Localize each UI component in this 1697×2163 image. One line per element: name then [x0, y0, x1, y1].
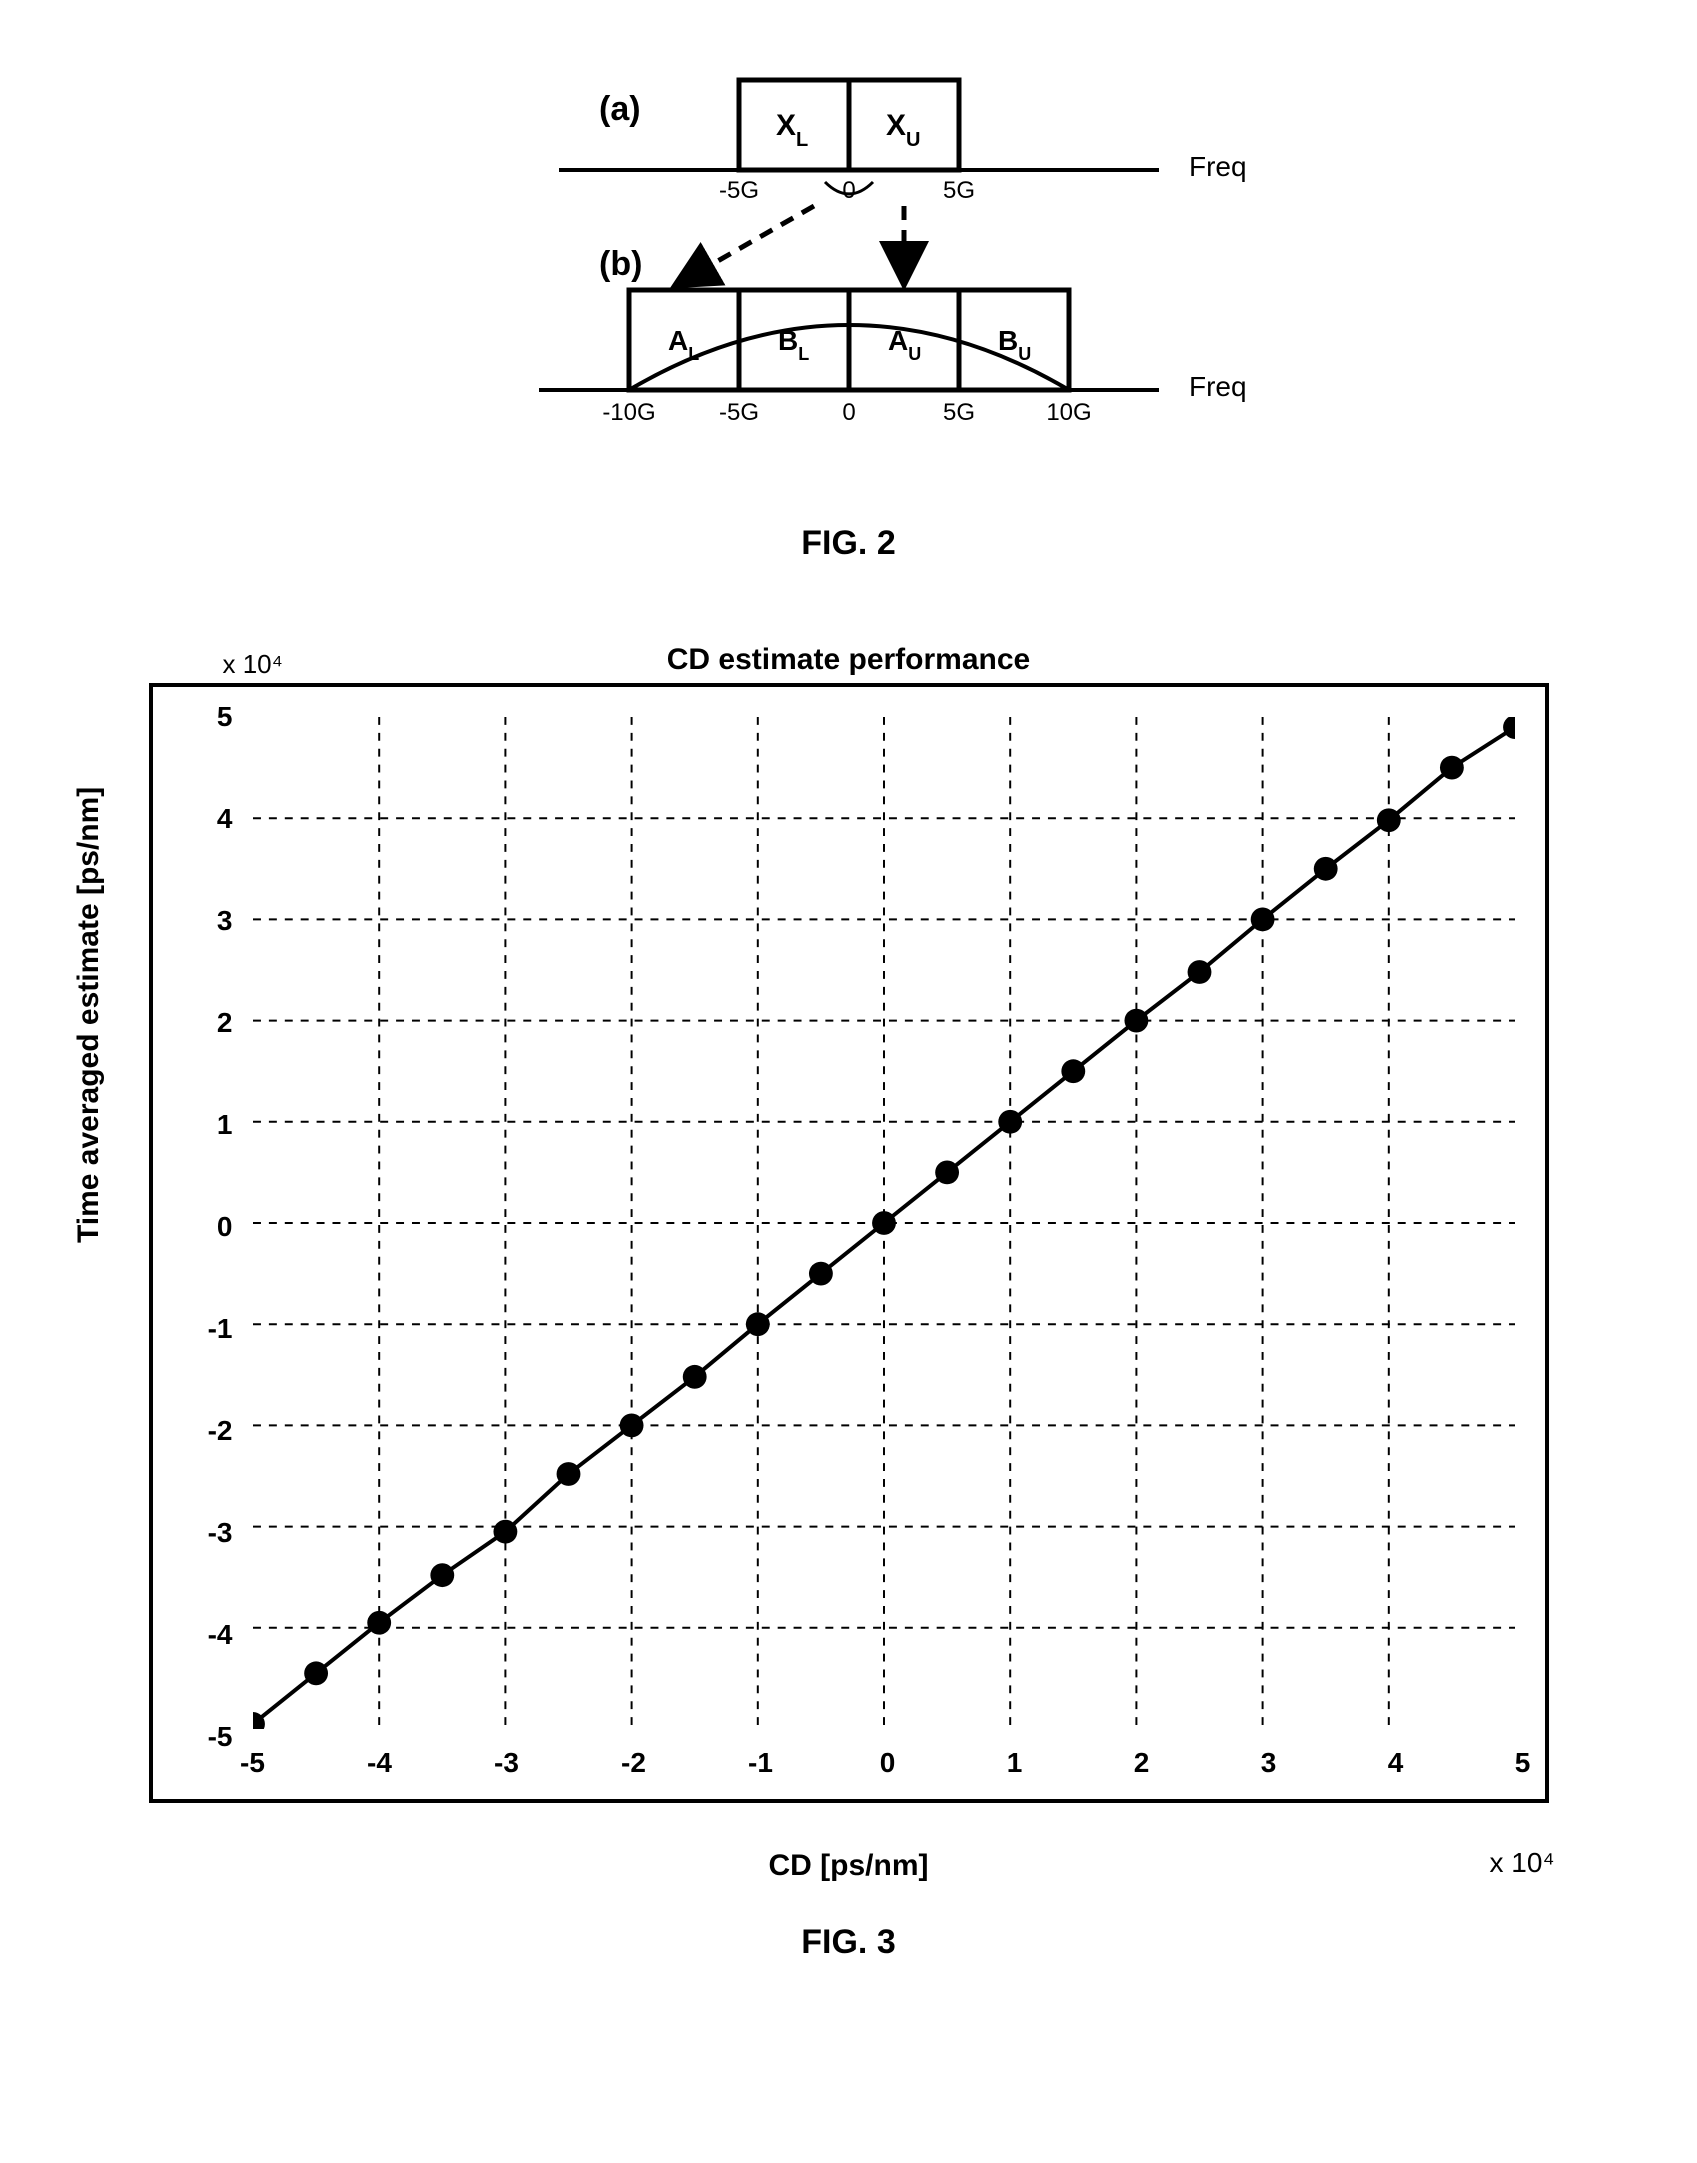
svg-text:0: 0 — [842, 177, 855, 204]
y-tick: -2 — [173, 1415, 233, 1447]
figure-3: CD estimate performance x 10⁴ Time avera… — [149, 683, 1549, 1962]
y-tick: 5 — [173, 701, 233, 733]
x-tick: 1 — [1007, 1747, 1023, 1779]
chart-title: CD estimate performance — [153, 643, 1545, 677]
x-tick: -1 — [748, 1747, 773, 1779]
chart-svg — [253, 717, 1515, 1729]
x-tick: 4 — [1388, 1747, 1404, 1779]
y-tick: 2 — [173, 1007, 233, 1039]
y-tick: -1 — [173, 1313, 233, 1345]
svg-text:Freq: Freq — [1189, 151, 1247, 182]
y-tick: -3 — [173, 1517, 233, 1549]
svg-text:5G: 5G — [942, 399, 974, 426]
x-tick: 2 — [1134, 1747, 1150, 1779]
y-axis-label: Time averaged estimate [ps/nm] — [72, 787, 106, 1243]
chart-frame: CD estimate performance x 10⁴ Time avera… — [149, 683, 1549, 1803]
svg-text:-10G: -10G — [602, 399, 655, 426]
figure-2: (a)XLXU-5G05GFreq(b)ALBLAUBU-10G-5G05G10… — [419, 60, 1279, 563]
x-tick: -5 — [240, 1747, 265, 1779]
page-container: (a)XLXU-5G05GFreq(b)ALBLAUBU-10G-5G05G10… — [40, 60, 1657, 1962]
y-tick: 0 — [173, 1211, 233, 1243]
fig2-caption: FIG. 2 — [419, 524, 1279, 563]
svg-text:-5G: -5G — [718, 399, 758, 426]
x-tick: -3 — [494, 1747, 519, 1779]
y-tick: -5 — [173, 1721, 233, 1753]
svg-text:0: 0 — [842, 399, 855, 426]
x-tick: -4 — [367, 1747, 392, 1779]
y-exponent: x 10⁴ — [223, 649, 283, 680]
x-exponent: x 10⁴ — [1490, 1847, 1555, 1879]
svg-text:Freq: Freq — [1189, 371, 1247, 402]
fig3-caption: FIG. 3 — [149, 1923, 1549, 1962]
x-axis-label: CD [ps/nm] — [153, 1849, 1545, 1883]
x-tick: 0 — [880, 1747, 896, 1779]
x-tick: 3 — [1261, 1747, 1277, 1779]
y-tick: 3 — [173, 905, 233, 937]
fig2-svg: (a)XLXU-5G05GFreq(b)ALBLAUBU-10G-5G05G10… — [419, 60, 1279, 500]
svg-text:(a): (a) — [599, 90, 641, 128]
svg-text:-5G: -5G — [718, 177, 758, 204]
y-tick: 4 — [173, 803, 233, 835]
x-tick: 5 — [1515, 1747, 1531, 1779]
svg-text:(b): (b) — [599, 245, 642, 283]
x-tick: -2 — [621, 1747, 646, 1779]
svg-text:5G: 5G — [942, 177, 974, 204]
y-tick: 1 — [173, 1109, 233, 1141]
svg-text:10G: 10G — [1046, 399, 1091, 426]
y-tick: -4 — [173, 1619, 233, 1651]
plot-area — [253, 717, 1515, 1729]
